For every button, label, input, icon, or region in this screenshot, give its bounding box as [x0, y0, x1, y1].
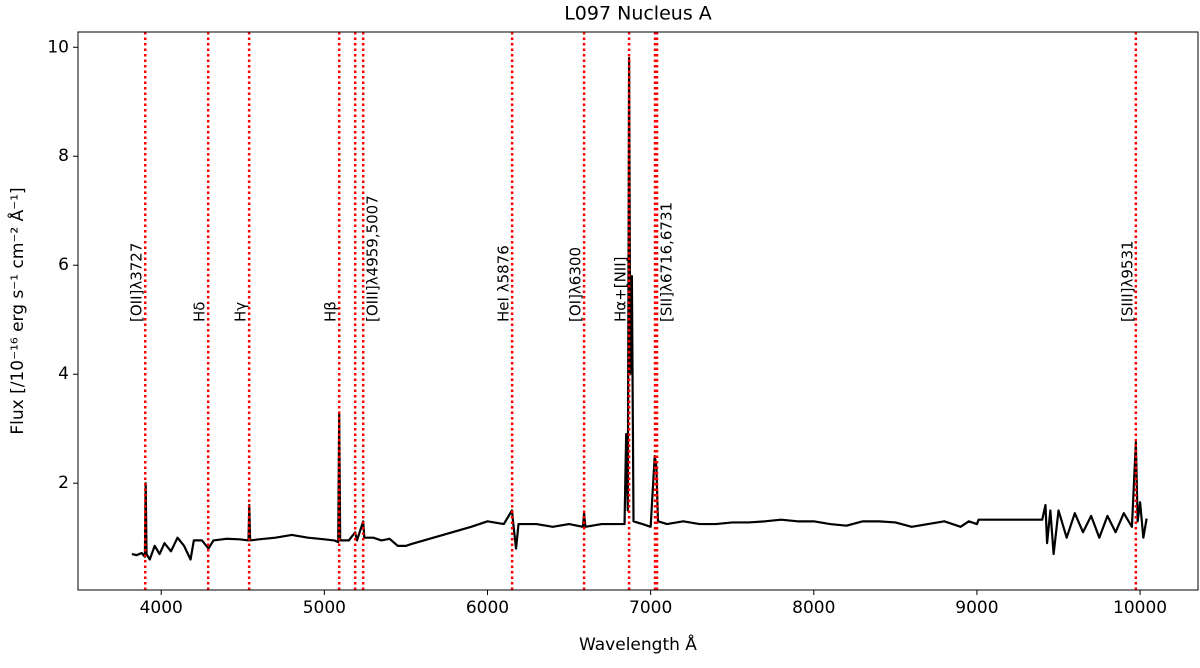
- x-tick-label: 5000: [303, 598, 346, 618]
- y-tick-label: 8: [58, 146, 69, 166]
- y-tick-label: 10: [47, 37, 69, 57]
- x-axis-label: Wavelength Å: [579, 633, 697, 655]
- y-axis-label: Flux [/10⁻¹⁶ erg s⁻¹ cm⁻² Å⁻¹]: [6, 187, 28, 434]
- chart-title: L097 Nucleus A: [564, 3, 712, 25]
- line-label: [OII]λ3727: [128, 243, 146, 322]
- x-tick-label: 8000: [792, 598, 835, 618]
- line-label: [SII]λ6716,6731: [658, 202, 676, 322]
- x-tick-label: 6000: [466, 598, 509, 618]
- y-tick-label: 2: [58, 473, 69, 493]
- x-tick-label: 7000: [629, 598, 672, 618]
- line-label: Hδ: [191, 302, 209, 322]
- x-tick-label: 10000: [1113, 598, 1167, 618]
- plot-frame: [77, 31, 1199, 591]
- spectrum: [131, 57, 1148, 561]
- x-tick-label: 4000: [140, 598, 183, 618]
- y-tick-label: 6: [58, 255, 69, 275]
- line-label: [SIII]λ9531: [1118, 240, 1136, 322]
- line-label: HeI λ5876: [495, 245, 513, 322]
- y-tick-label: 4: [58, 364, 69, 384]
- line-label: [OI]λ6300: [567, 247, 585, 322]
- x-tick-label: 9000: [955, 598, 998, 618]
- line-label: Hα+[NII]: [612, 256, 630, 322]
- line-label: Hβ: [322, 301, 340, 322]
- line-label: [OIII]λ4959,5007: [364, 195, 382, 322]
- line-label: Hγ: [232, 302, 250, 322]
